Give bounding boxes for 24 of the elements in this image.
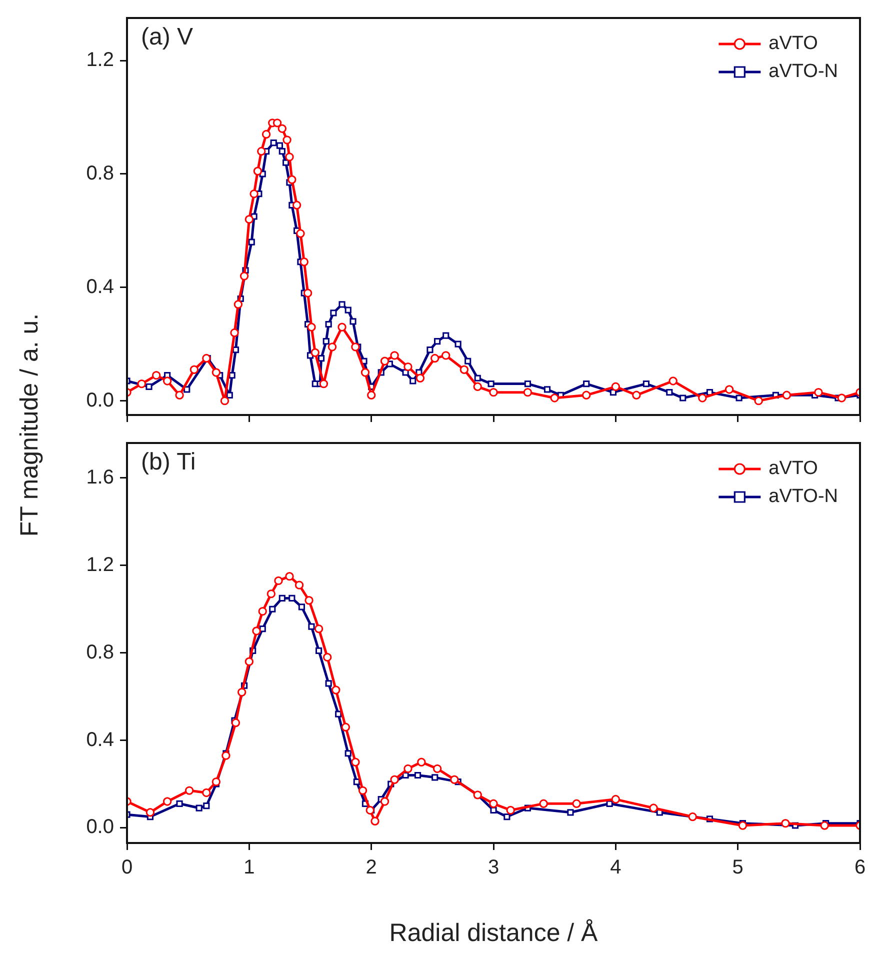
y-tick-label: 0.0 — [86, 389, 114, 412]
x-tick-label: 6 — [854, 856, 866, 879]
legend-label: aVTO-N — [768, 61, 838, 82]
x-axis-title: Radial distance / Å — [389, 918, 598, 947]
x-tick-label: 0 — [121, 856, 133, 879]
y-tick-label: 1.6 — [86, 466, 114, 488]
legend-label: aVTO — [768, 33, 818, 54]
y-tick-label: 1.2 — [86, 554, 114, 576]
y-tick-label: 0.8 — [86, 162, 114, 184]
x-tick-label: 2 — [366, 856, 377, 879]
y-tick-label: 1.2 — [86, 49, 114, 72]
y-axis-title: FT magnitude / a. u. — [16, 313, 44, 537]
annotation: (b) Ti — [141, 448, 196, 476]
y-tick-label: 0.0 — [86, 816, 114, 838]
x-tick-label: 3 — [488, 856, 500, 879]
y-tick-label: 0.4 — [86, 728, 114, 751]
legend-label: aVTO — [768, 458, 818, 480]
x-tick-label: 1 — [244, 856, 255, 879]
x-tick-label: 4 — [610, 856, 622, 879]
annotation: (a) V — [141, 24, 194, 51]
legend-label: aVTO-N — [768, 486, 838, 508]
y-tick-label: 0.8 — [86, 641, 114, 664]
x-tick-label: 5 — [732, 856, 744, 879]
y-tick-label: 0.4 — [86, 276, 114, 298]
